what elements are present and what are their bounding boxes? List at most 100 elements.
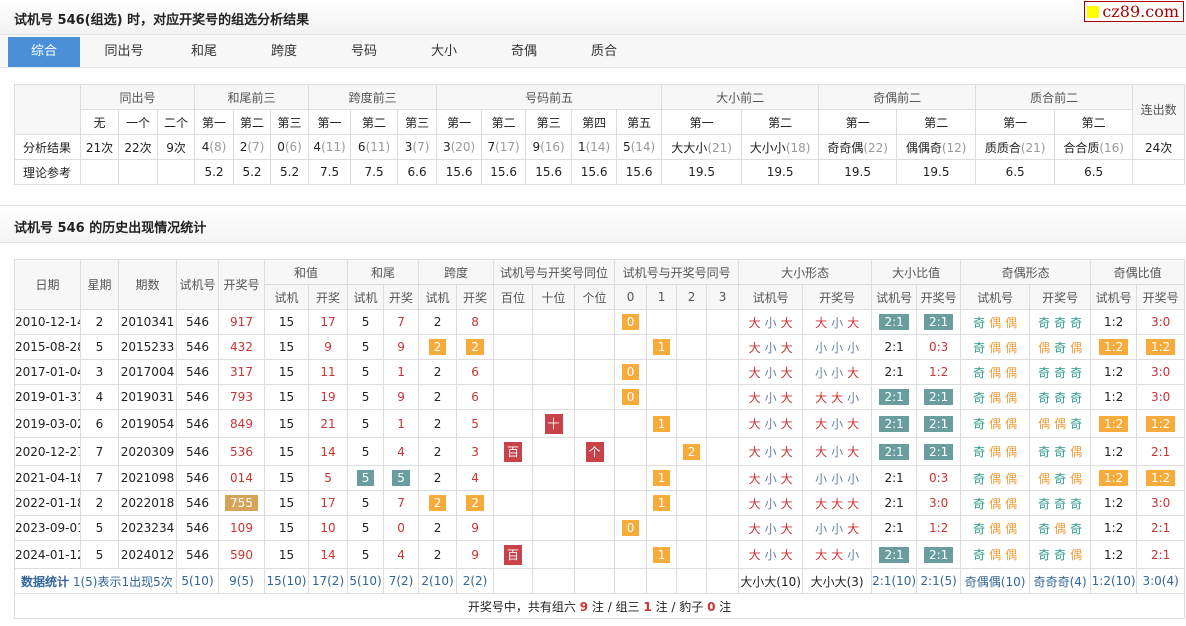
form-char: 奇 (1054, 548, 1067, 562)
tab-8[interactable]: 质合 (590, 44, 617, 59)
site-logo[interactable]: cz89.com (1084, 1, 1184, 22)
tab-4[interactable]: 跨度 (270, 44, 297, 59)
history-cell: 3:0 (1136, 309, 1186, 335)
sub-header: 开奖号 (802, 284, 873, 310)
history-cell: 546 (176, 384, 219, 410)
result-value: 24次 (1145, 140, 1173, 155)
highlight-badge: 百 (504, 544, 523, 565)
form-char: 大 (748, 340, 761, 355)
tab-1[interactable]: 综合 (8, 37, 80, 67)
highlight-badge: 2:1 (923, 443, 954, 460)
history-cell: 2 (80, 309, 119, 335)
history-cell: 5 (347, 540, 385, 569)
corner-cell (14, 84, 81, 135)
sub-header: 开奖号 (916, 284, 962, 310)
history-cell: 7 (80, 437, 119, 466)
history-cell: 3:0 (1136, 359, 1186, 385)
result-cell: 大大小(21) (661, 134, 743, 160)
summary-sub-row: 无一个 二个 第一 第二 第三 第一 第二 第三 第一 第二 第三 第四 第五 第一 第二 第一 第二 第一 第二 (15, 109, 1185, 135)
history-cell: 大大大 (802, 490, 873, 516)
form-char: 偶 (989, 548, 1002, 562)
logo-text: cz89.com (1102, 2, 1179, 21)
stats-cell (493, 568, 534, 594)
form-char: 小 (847, 471, 860, 486)
form-char: 偶 (1054, 521, 1067, 536)
history-cell: 2:1 (871, 490, 918, 516)
form-char: 小 (764, 417, 777, 431)
history-cell (676, 490, 708, 516)
history-cell: 奇奇奇 (1029, 384, 1092, 410)
history-cell: 奇偶偶 (960, 359, 1031, 385)
form-char: 奇 (973, 471, 986, 486)
tab-5[interactable]: 号码 (350, 44, 377, 59)
stats-cell (706, 568, 740, 594)
history-cell (706, 490, 740, 516)
history-cell: 6 (456, 359, 495, 385)
history-cell: 3:0 (1136, 384, 1186, 410)
sub-header: 第四 (571, 109, 618, 135)
group-header: 和尾前三 (194, 84, 310, 110)
history-cell: 11 (307, 359, 349, 385)
result-value: 质质合 (984, 140, 1021, 155)
history-cell: 546 (176, 465, 219, 491)
history-cell: 1:2 (1090, 437, 1138, 466)
row-label: 理论参考 (14, 159, 81, 185)
history-cell: 2 (418, 309, 458, 335)
highlight-badge: 1 (652, 339, 671, 355)
theory-cell (118, 159, 158, 185)
history-cell: 1:2 (1090, 465, 1138, 491)
history-cell (614, 437, 648, 466)
history-cell (706, 437, 740, 466)
sub-header: 第一 (308, 109, 352, 135)
history-cell: 6 (80, 409, 119, 438)
highlight-badge: 2:1 (879, 389, 909, 405)
form-char: 奇 (973, 390, 986, 405)
history-cell (574, 409, 616, 438)
history-cell: 2021098 (118, 465, 177, 491)
tab-6[interactable]: 大小 (430, 44, 457, 59)
theory-cell: 5.2 (270, 159, 310, 185)
history-cell (706, 359, 740, 385)
result-cell: 5(14) (616, 134, 663, 160)
stats-cell: 5(10) (176, 568, 219, 594)
history-row: 2023-09-01 5 2023234 546 109 15 10 5 0 2 9 0 大小大小小大 2… (14, 515, 1186, 541)
result-count: (16) (540, 140, 565, 154)
history-cell: 1:2 (916, 359, 962, 385)
theory-cell (156, 159, 196, 185)
history-cell: 7 (383, 309, 420, 335)
footer-row: 开奖号中，共有组六 9 注 / 组三 1 注 / 豹子 0 注 (13, 593, 1186, 619)
history-cell: 奇奇偶 (1029, 540, 1092, 569)
history-cell (614, 540, 648, 569)
form-char: 大 (748, 445, 761, 459)
history-cell: 9 (456, 515, 495, 541)
history-cell (493, 515, 534, 541)
history-cell: 5 (347, 490, 385, 516)
form-char: 奇 (1038, 315, 1051, 330)
history-cell: 755 (218, 490, 265, 516)
history-cell: 9 (307, 334, 349, 360)
history-cell: 奇偶偶 (960, 309, 1031, 335)
form-char: 大 (847, 365, 860, 380)
history-cell: 109 (218, 515, 265, 541)
history-cell: 2 (418, 515, 458, 541)
tab-3[interactable]: 和尾 (190, 44, 217, 59)
result-count: (22) (863, 140, 888, 155)
result-value: 9次 (166, 140, 186, 155)
result-count: (11) (365, 140, 391, 154)
form-char: 偶 (1070, 471, 1083, 486)
tab-2[interactable]: 同出号 (104, 44, 144, 59)
history-cell: 大小大 (738, 309, 804, 335)
theory-cell: 15.6 (616, 159, 663, 185)
history-cell: 3 (80, 359, 119, 385)
form-char: 奇 (1070, 496, 1083, 511)
form-char: 奇 (973, 340, 986, 355)
result-count: (16) (1099, 140, 1124, 155)
highlight-badge: 2:1 (879, 443, 909, 460)
history-row: 2019-01-31 4 2019031 546 793 15 19 5 9 2 6 0 大小大大大小 2… (14, 384, 1186, 410)
stats-cell: 奇偶偶(10) (960, 568, 1031, 594)
history-cell (532, 437, 576, 466)
form-char: 大 (748, 471, 761, 486)
tab-7[interactable]: 奇偶 (510, 44, 537, 59)
history-cell: 2:1 (916, 540, 962, 569)
sub-header: 第二 (741, 109, 820, 135)
